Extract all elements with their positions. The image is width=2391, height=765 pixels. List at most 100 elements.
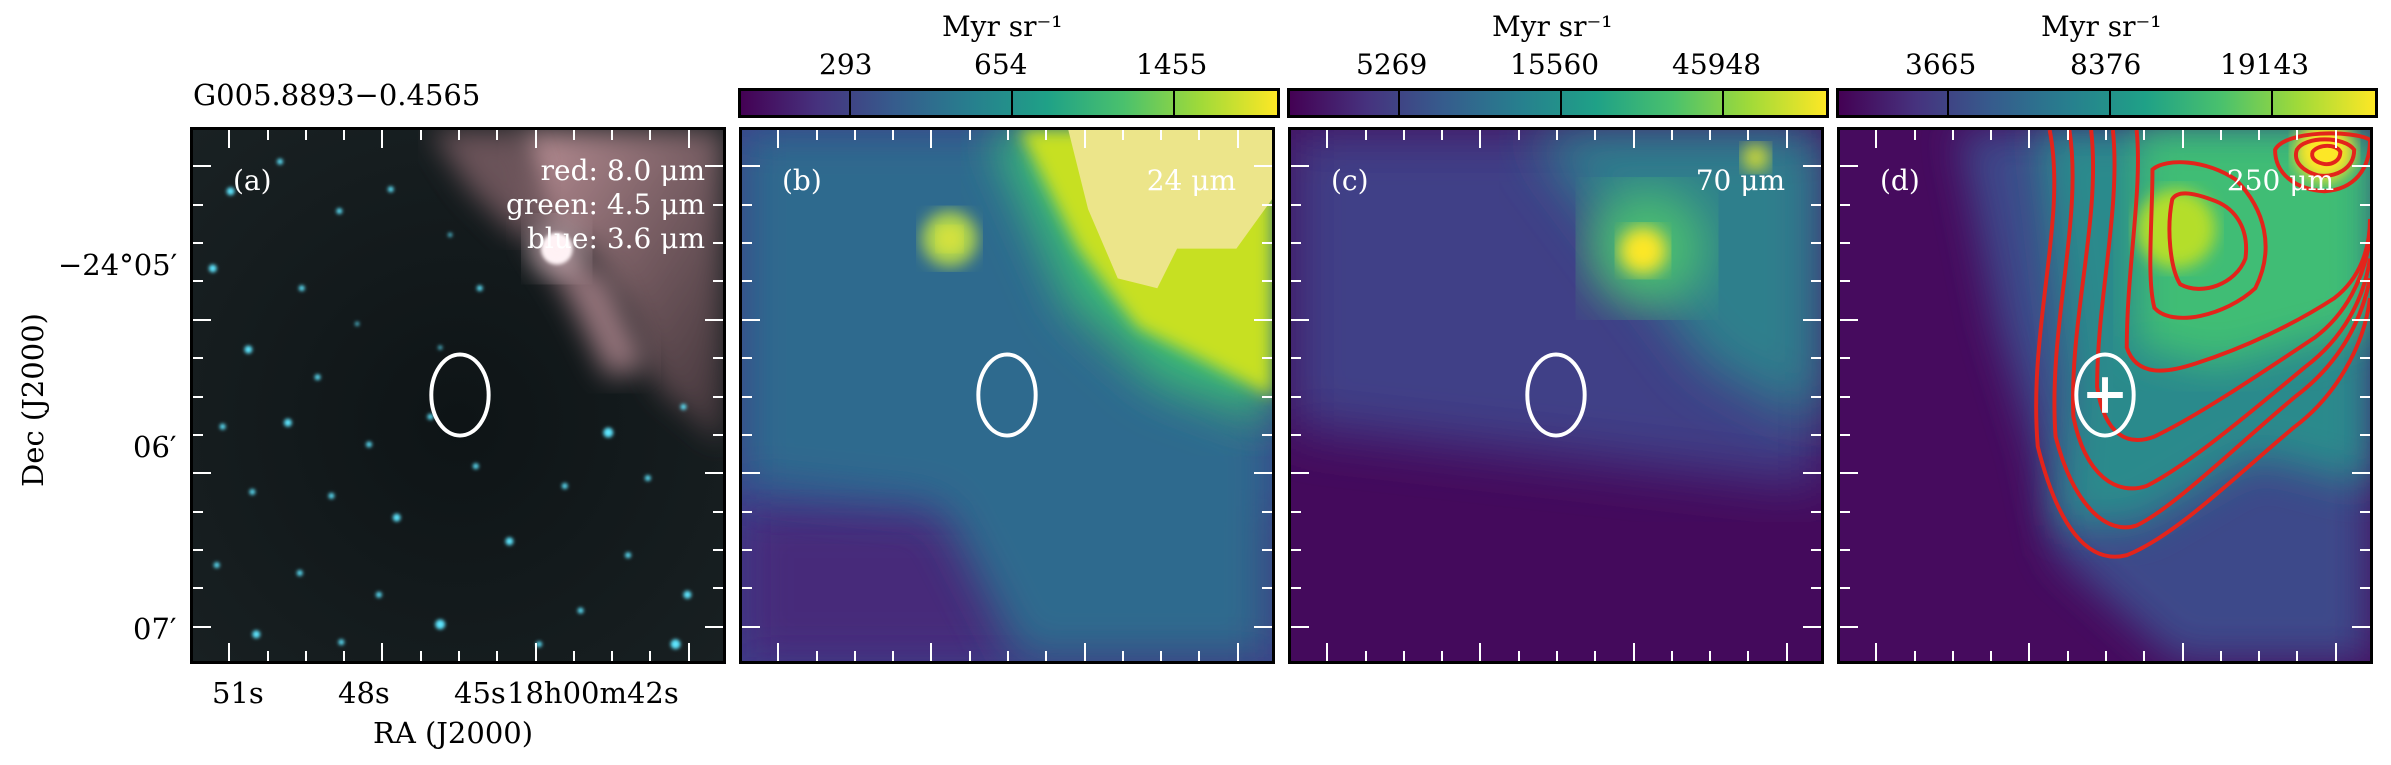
axis-tick-mark <box>777 130 780 148</box>
panel-b-wavelength: 24 μm <box>1146 164 1236 197</box>
axis-tick-mark <box>1709 130 1712 140</box>
axis-tick-mark <box>193 318 211 321</box>
panel-a-legend-blue: blue: 3.6 μm <box>527 222 705 255</box>
panel-b-canvas <box>742 130 1272 661</box>
beam-ellipse <box>976 352 1038 438</box>
axis-tick-mark <box>1083 130 1086 148</box>
axis-tick-mark <box>2028 643 2031 661</box>
axis-tick-mark <box>1709 651 1712 661</box>
axis-tick-mark <box>266 130 269 140</box>
contour-lines <box>2034 130 2370 559</box>
axis-tick-mark <box>2352 625 2370 628</box>
colorbar-b-unit: Myr sr⁻¹ <box>942 10 1063 43</box>
axis-tick-mark <box>1840 203 1850 206</box>
axis-tick-mark <box>1291 433 1301 436</box>
axis-tick-mark <box>1803 318 1821 321</box>
axis-tick-mark <box>1254 165 1272 168</box>
axis-tick-mark <box>2066 130 2069 140</box>
axis-tick-mark <box>968 651 971 661</box>
axis-tick-mark <box>534 130 537 148</box>
axis-tick-mark <box>572 651 575 661</box>
axis-tick-mark <box>713 242 723 245</box>
colorbar-b-tickmark <box>1011 91 1013 115</box>
axis-tick-mark <box>742 472 760 475</box>
axis-tick-mark <box>1803 472 1821 475</box>
colorbar-b-tickmark <box>849 91 851 115</box>
axis-tick-mark <box>1291 510 1301 513</box>
axis-tick-mark <box>742 433 752 436</box>
axis-tick-mark <box>193 433 203 436</box>
axis-tick-mark <box>1840 357 1850 360</box>
axis-tick-mark <box>193 395 203 398</box>
colorbar-c-tick-2: 15560 <box>1510 48 1600 81</box>
axis-tick-mark <box>713 203 723 206</box>
colorbar-c-tickmark <box>1398 91 1400 115</box>
axis-tick-mark <box>713 433 723 436</box>
colorbar-d-tickmark <box>2109 91 2111 115</box>
axis-tick-mark <box>687 643 690 661</box>
axis-tick-mark <box>1045 651 1048 661</box>
axis-tick-mark <box>1811 587 1821 590</box>
axis-tick-mark <box>892 130 895 140</box>
colorbar-b <box>738 88 1280 118</box>
panel-b-label: (b) <box>782 164 822 197</box>
panel-c-wavelength: 70 μm <box>1695 164 1785 197</box>
panel-a-legend-red: red: 8.0 μm <box>540 154 705 187</box>
axis-tick-mark <box>713 587 723 590</box>
axis-tick-mark <box>193 587 203 590</box>
axis-tick-mark <box>1236 643 1239 661</box>
axis-tick-mark <box>2360 203 2370 206</box>
colorbar-b-tick-3: 1455 <box>1136 48 1208 81</box>
axis-tick-mark <box>1556 651 1558 661</box>
panel-a-rgb-image: (a) red: 8.0 μm green: 4.5 μm blue: 3.6 … <box>190 127 726 664</box>
axis-tick-mark <box>1811 433 1821 436</box>
colorbar-d <box>1836 88 2378 118</box>
axis-tick-mark <box>742 587 752 590</box>
y-tick-label-3: 07′ <box>133 612 177 646</box>
axis-tick-mark <box>193 548 203 551</box>
axis-tick-mark <box>1198 130 1201 140</box>
axis-tick-mark <box>458 651 460 661</box>
axis-tick-mark <box>1875 643 1878 661</box>
axis-tick-mark <box>1262 242 1272 245</box>
axis-tick-mark <box>1291 318 1309 321</box>
axis-tick-mark <box>853 651 856 661</box>
axis-tick-mark <box>1291 242 1301 245</box>
axis-tick-mark <box>930 643 933 661</box>
axis-tick-mark <box>2143 651 2146 661</box>
source-name: G005.8893−0.4565 <box>193 78 481 112</box>
axis-tick-mark <box>1803 165 1821 168</box>
axis-tick-mark <box>742 242 752 245</box>
x-tick-label-2: 48s <box>338 676 390 710</box>
axis-tick-mark <box>1785 643 1788 661</box>
y-tick-label-1: −24°05′ <box>58 248 178 282</box>
colorbar-b-tick-2: 654 <box>974 48 1028 81</box>
axis-tick-mark <box>1840 318 1858 321</box>
axis-tick-mark <box>1840 587 1850 590</box>
axis-tick-mark <box>1262 203 1272 206</box>
axis-tick-mark <box>1291 165 1309 168</box>
axis-tick-mark <box>777 643 780 661</box>
axis-tick-mark <box>1840 510 1850 513</box>
axis-tick-mark <box>1670 651 1673 661</box>
axis-tick-mark <box>2143 130 2146 140</box>
axis-tick-mark <box>1083 643 1086 661</box>
axis-tick-mark <box>2296 651 2299 661</box>
axis-tick-mark <box>1990 130 1993 140</box>
panel-a-legend-green: green: 4.5 μm <box>506 188 705 221</box>
axis-tick-mark <box>1803 625 1821 628</box>
axis-tick-mark <box>534 643 537 661</box>
axis-tick-mark <box>1262 357 1272 360</box>
panel-a-label: (a) <box>233 164 272 197</box>
x-tick-label-4: 18h00m42s <box>507 676 679 710</box>
axis-tick-mark <box>419 130 422 140</box>
axis-tick-mark <box>1840 433 1850 436</box>
axis-tick-mark <box>2360 548 2370 551</box>
axis-tick-mark <box>742 625 760 628</box>
axis-tick-mark <box>2219 651 2222 661</box>
axis-tick-mark <box>742 203 752 206</box>
axis-tick-mark <box>1160 130 1163 140</box>
axis-tick-mark <box>304 651 307 661</box>
colorbar-d-unit: Myr sr⁻¹ <box>2041 10 2162 43</box>
axis-tick-mark <box>2360 280 2370 283</box>
